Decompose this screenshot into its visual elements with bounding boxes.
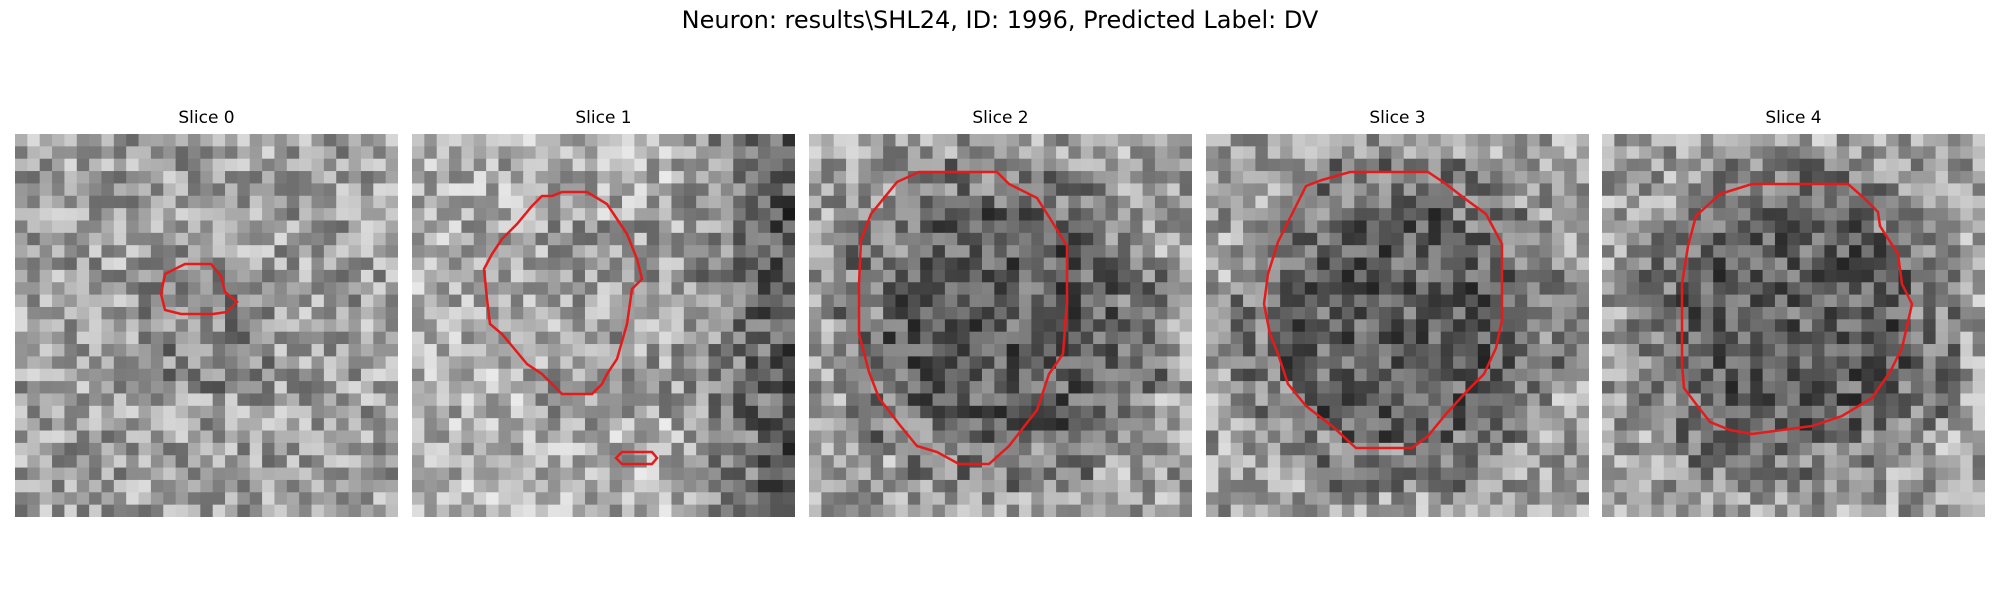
slice-image-canvas	[1602, 134, 1985, 517]
figure-title: Neuron: results\SHL24, ID: 1996, Predict…	[681, 6, 1319, 34]
slice-title: Slice 2	[972, 108, 1029, 128]
slice-image	[809, 134, 1192, 517]
slice-image-canvas	[412, 134, 795, 517]
slice-title: Slice 3	[1369, 108, 1426, 128]
slice-image	[412, 134, 795, 517]
slice-image	[15, 134, 398, 517]
slice-image-canvas	[15, 134, 398, 517]
segmentation-contour	[482, 190, 644, 396]
slice-image-canvas	[809, 134, 1192, 517]
pixel-grid	[1602, 134, 1985, 517]
segmentation-contour	[857, 170, 1069, 466]
pixel-grid	[412, 134, 795, 517]
slice-title: Slice 4	[1765, 108, 1822, 128]
segmentation-contour	[159, 262, 239, 316]
slice-image	[1602, 134, 1985, 517]
segmentation-contour	[1680, 182, 1914, 436]
slice-title: Slice 0	[178, 108, 235, 128]
segmentation-contour	[1262, 170, 1504, 450]
slice-image	[1206, 134, 1589, 517]
pixel-grid	[809, 134, 1192, 517]
pixel-grid	[15, 134, 398, 517]
slice-image-canvas	[1206, 134, 1589, 517]
slice-title: Slice 1	[575, 108, 632, 128]
segmentation-contour	[614, 450, 659, 466]
pixel-grid	[1206, 134, 1589, 517]
